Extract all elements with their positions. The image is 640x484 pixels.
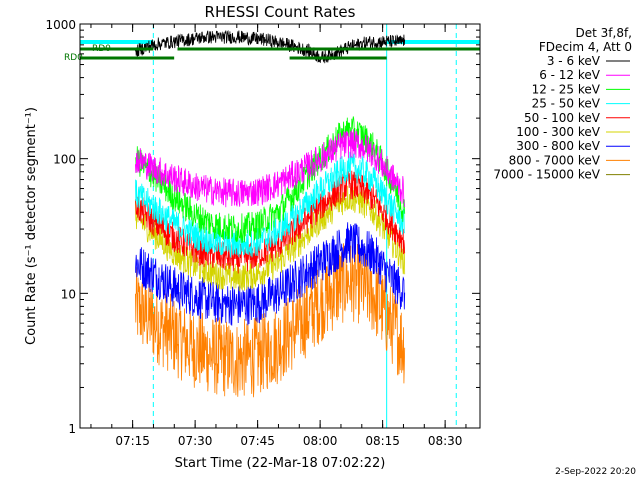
plot-frame: [79, 23, 481, 429]
y-axis-label: Count Rate (s⁻¹ detector segment⁻¹): [24, 107, 39, 345]
legend-label: 300 - 800 keV: [516, 139, 600, 153]
axes-layer: 07:15 07:30 07:45 08:00 08:15 08:30 1 10 100 1000: [45, 18, 481, 448]
legend-label: 800 - 7000 keV: [509, 153, 601, 167]
flag-label: RD0: [92, 44, 111, 54]
legend-header-line-1: Det 3f,8f,: [576, 26, 633, 40]
legend-header-line-2: FDecim 4, Att 0: [539, 40, 632, 54]
x-tick-label: 08:30: [428, 434, 463, 448]
series-line-100to300kev: [135, 185, 406, 292]
series-line-12to25kev: [135, 116, 406, 243]
flag-label: RD0: [64, 53, 83, 63]
legend-label: 7000 - 15000 keV: [493, 168, 600, 182]
series-line-3to6kev: [135, 30, 406, 64]
legend-label: 12 - 25 keV: [532, 82, 601, 96]
y-tick-label: 10: [61, 287, 76, 301]
x-tick-label: 08:00: [303, 434, 338, 448]
y-tick-label: 100: [53, 153, 76, 167]
legend-label: 50 - 100 keV: [524, 111, 601, 125]
y-tick-label: 1: [68, 422, 76, 436]
chart-title: RHESSI Count Rates: [205, 3, 356, 21]
y-tick-label: 1000: [45, 18, 76, 32]
legend-label: 100 - 300 keV: [516, 125, 600, 139]
series-line-6to12kev: [135, 129, 406, 208]
x-tick-label: 07:30: [178, 434, 213, 448]
series-line-300to800kev: [135, 222, 406, 326]
x-tick-label: 07:45: [240, 434, 275, 448]
series-line-25to50kev: [135, 151, 406, 258]
x-tick-label: 07:15: [115, 434, 150, 448]
series-line-800to7000kev: [135, 242, 406, 398]
legend-label: 6 - 12 keV: [539, 68, 601, 82]
footer-date: 2-Sep-2022 20:20: [555, 467, 636, 477]
legend-label: 3 - 6 keV: [547, 54, 601, 68]
legend-label: 25 - 50 keV: [532, 97, 601, 111]
x-tick-label: 08:15: [365, 434, 400, 448]
x-axis-label: Start Time (22-Mar-18 07:02:22): [175, 456, 386, 471]
flag-layer: RD0 RD0: [64, 44, 480, 63]
series-layer: [135, 30, 406, 398]
